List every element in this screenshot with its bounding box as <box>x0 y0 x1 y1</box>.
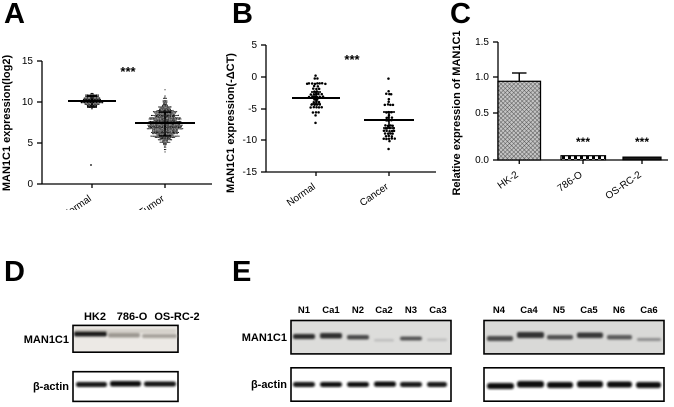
svg-text:Ca2: Ca2 <box>375 305 392 316</box>
svg-text:N4: N4 <box>493 305 506 316</box>
svg-text:0: 0 <box>251 72 257 83</box>
svg-text:786-O: 786-O <box>117 311 148 323</box>
svg-text:5: 5 <box>251 40 257 51</box>
svg-text:β-actin: β-actin <box>251 379 287 391</box>
svg-text:HK2: HK2 <box>84 311 106 323</box>
svg-text:Ca5: Ca5 <box>580 305 598 316</box>
svg-text:0.5: 0.5 <box>475 108 489 119</box>
svg-text:0.0: 0.0 <box>475 155 489 166</box>
svg-text:1.0: 1.0 <box>475 72 489 83</box>
svg-text:Ca3: Ca3 <box>429 305 446 316</box>
svg-text:786-O: 786-O <box>556 169 585 194</box>
svg-text:-10: -10 <box>243 135 258 146</box>
svg-text:N1: N1 <box>298 305 311 316</box>
svg-text:N5: N5 <box>553 305 566 316</box>
svg-text:MAN1C1 expression(log2): MAN1C1 expression(log2) <box>1 55 13 192</box>
svg-text:15: 15 <box>22 56 34 67</box>
svg-text:N3: N3 <box>405 305 417 316</box>
svg-text:***: *** <box>576 135 590 149</box>
svg-text:N6: N6 <box>613 305 625 316</box>
svg-text:10: 10 <box>22 97 34 108</box>
svg-text:MAN1C1: MAN1C1 <box>242 332 287 344</box>
svg-text:Normal: Normal <box>61 193 94 210</box>
svg-text:Ca1: Ca1 <box>322 305 340 316</box>
svg-text:OS-RC-2: OS-RC-2 <box>154 311 199 323</box>
svg-text:β-actin: β-actin <box>33 381 69 393</box>
svg-text:HK-2: HK-2 <box>496 169 521 191</box>
svg-text:***: *** <box>635 135 649 149</box>
svg-text:Ca4: Ca4 <box>520 305 538 316</box>
svg-text:MAN1C1: MAN1C1 <box>24 334 69 346</box>
svg-text:MAN1C1 expression(-ΔCT): MAN1C1 expression(-ΔCT) <box>225 53 237 193</box>
svg-text:N2: N2 <box>352 305 364 316</box>
svg-text:Cancer: Cancer <box>358 181 391 209</box>
svg-text:Ca6: Ca6 <box>640 305 657 316</box>
svg-text:-5: -5 <box>248 104 257 115</box>
svg-text:***: *** <box>120 64 136 79</box>
svg-text:Relative expression of MAN1C1: Relative expression of MAN1C1 <box>451 30 463 195</box>
svg-text:0: 0 <box>27 179 33 190</box>
svg-text:-15: -15 <box>243 167 258 178</box>
svg-text:OS-RC-2: OS-RC-2 <box>604 169 644 202</box>
svg-text:Tumor: Tumor <box>137 193 167 210</box>
svg-text:5: 5 <box>27 138 33 149</box>
svg-text:1.5: 1.5 <box>475 37 489 48</box>
svg-text:Normal: Normal <box>285 181 318 208</box>
svg-text:***: *** <box>344 52 360 67</box>
